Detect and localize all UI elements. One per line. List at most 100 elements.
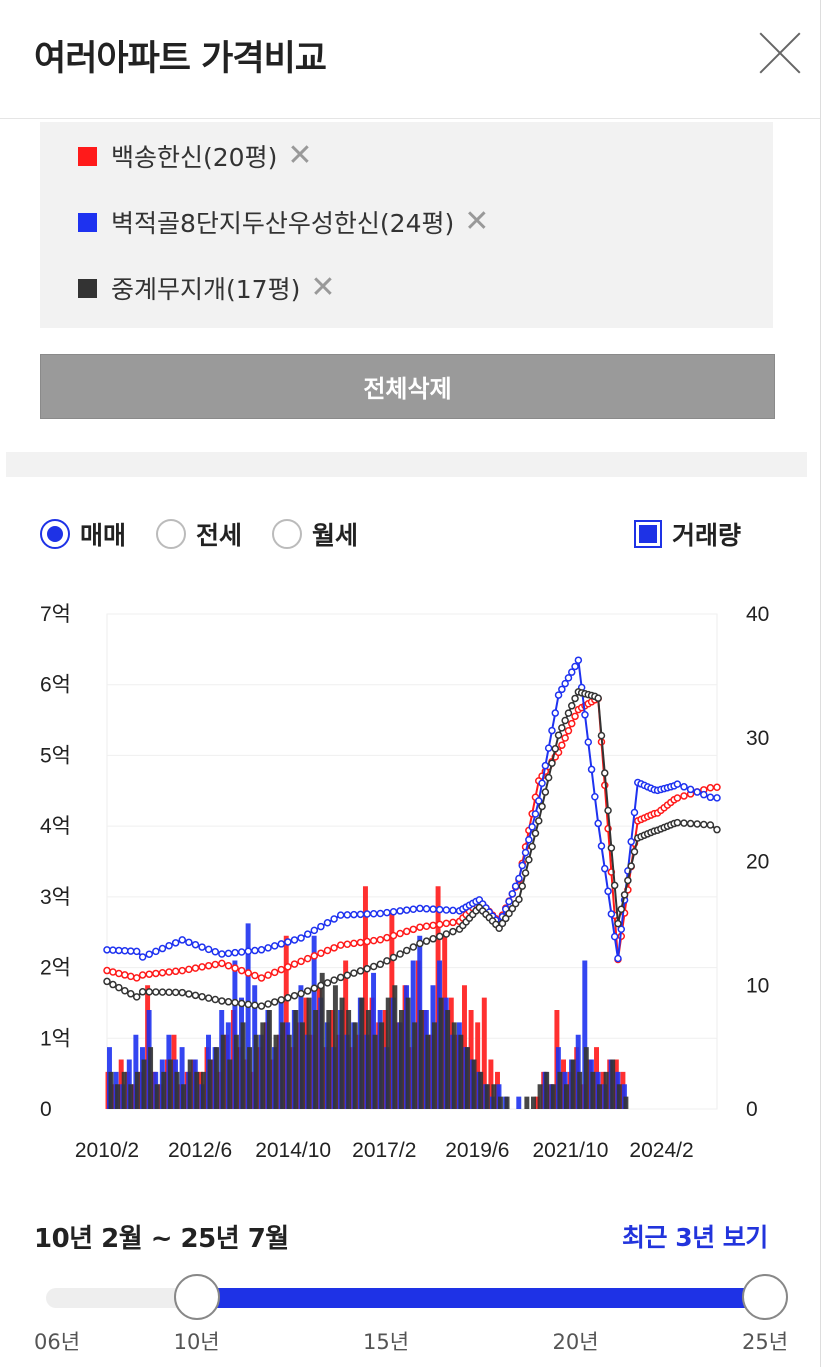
price-point [564,674,573,682]
price-point [564,727,573,735]
range-end-handle[interactable] [742,1274,788,1320]
price-point [132,947,141,956]
volume-bar [365,1010,371,1109]
price-point [257,946,266,954]
price-point [383,933,391,942]
price-point [224,998,233,1006]
price-point [310,984,319,993]
remove-icon[interactable]: ✕ [464,204,490,239]
y-left-tick: 2억 [40,957,71,980]
price-point [620,891,629,899]
range-slider-fill [197,1288,766,1308]
price-point [693,788,701,796]
price-chart: 7억 6억 5억 4억 3억 2억 1억 0 40 30 20 10 0 2010/2 2012/6 2014… [40,603,769,1162]
radio-monthly[interactable]: 월세 [272,512,358,556]
price-point [584,738,593,746]
price-point [700,820,708,829]
price-point [158,988,167,996]
volume-bar [516,1096,522,1109]
volume-bar [240,1022,246,1109]
radio-label: 매매 [80,521,127,550]
volume-bar [200,1071,206,1109]
price-point [356,967,365,975]
volume-bar [181,1084,187,1109]
price-point [435,905,444,914]
price-point [505,909,513,918]
price-point [422,905,431,913]
price-point [544,773,553,782]
volume-bar [359,997,365,1109]
apartment-name: 벽적골8단지두산우성한신(24평) [111,209,455,238]
price-point [145,988,154,996]
volume-bar [481,997,487,1109]
y-left-tick: 3억 [40,886,71,909]
price-point [284,963,292,971]
volume-bar [339,997,345,1109]
price-point [237,948,246,956]
price-point [396,907,404,915]
price-point [198,963,206,971]
price-point [422,937,431,945]
price-point [693,820,701,828]
price-point [442,906,451,914]
close-icon[interactable] [755,28,805,78]
price-point [224,949,233,958]
price-point [402,927,411,936]
volume-bar [174,1071,180,1109]
price-point [185,965,193,974]
radio-selected-icon[interactable] [40,519,70,549]
volume-bar [564,1084,569,1109]
price-point [396,929,404,938]
price-point [277,940,286,948]
price-point [376,909,385,918]
volume-bar [438,997,444,1109]
price-point [185,990,193,998]
y-left-tick: 6억 [40,674,71,697]
remove-icon[interactable]: ✕ [310,270,336,305]
price-point [558,724,566,732]
volume-bar [115,1084,121,1109]
checkbox-checked-icon[interactable] [634,520,662,548]
price-point [713,825,721,834]
price-point [597,731,606,740]
price-point [416,904,424,913]
price-point [435,932,444,941]
volume-bar [247,1047,253,1109]
radio-icon[interactable] [156,519,186,549]
price-point [627,862,635,870]
price-point [538,779,546,788]
delete-all-button[interactable]: 전체삭제 [40,354,775,419]
price-point [614,954,622,963]
price-point [700,790,708,799]
radio-icon[interactable] [272,519,302,549]
volume-bar [623,1096,629,1109]
price-point [554,691,563,699]
volume-bar [385,997,391,1109]
range-start-handle[interactable] [173,1274,220,1320]
volume-bar [534,1096,540,1109]
radio-sale[interactable]: 매매 [40,512,126,556]
volume-bar [280,1022,286,1109]
price-point [498,919,507,928]
price-point [571,662,579,671]
price-point [429,905,437,913]
volume-toggle[interactable]: 거래량 [634,512,741,556]
price-point [591,793,599,801]
price-point [544,744,553,752]
price-point [521,848,530,857]
x-tick: 2021/10 [532,1139,608,1162]
remove-icon[interactable]: ✕ [287,138,313,173]
price-point [402,906,411,914]
x-tick: 2012/6 [168,1139,232,1162]
price-point [617,925,626,934]
price-point [310,952,319,960]
recent-3-years-link[interactable]: 최근 3년 보기 [622,1223,768,1252]
volume-bar [187,1059,193,1109]
volume-bar [108,1071,114,1109]
radio-jeonse[interactable]: 전세 [156,512,242,556]
volume-bar [478,1071,484,1109]
price-point [627,837,635,846]
price-point [515,895,523,904]
price-point [617,905,626,913]
price-point [389,908,398,916]
